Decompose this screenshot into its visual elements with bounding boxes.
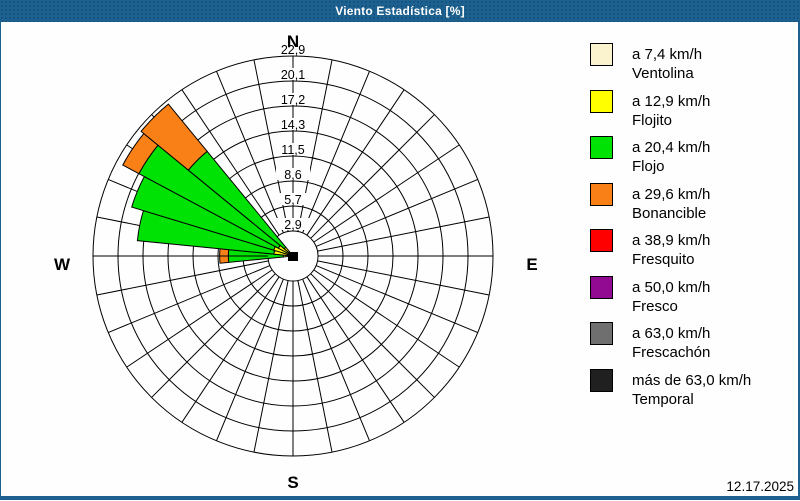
- ring-label: 8,6: [284, 168, 301, 182]
- grid-spoke: [311, 274, 435, 398]
- legend-name: Fresco: [632, 297, 710, 316]
- legend-item-ventolina: a 7,4 km/h Ventolina: [590, 43, 790, 90]
- legend-speed: a 38,9 km/h: [632, 231, 710, 250]
- legend-speed: a 50,0 km/h: [632, 278, 710, 297]
- legend-item-fresquito: a 38,9 km/h Fresquito: [590, 229, 790, 276]
- grid-spoke: [316, 179, 478, 246]
- grid-spoke: [311, 115, 435, 239]
- ring-label: 14,3: [281, 118, 305, 132]
- bonancible-color-swatch: [590, 183, 613, 206]
- ventolina-color-swatch: [590, 43, 613, 66]
- legend-item-flojo: a 20,4 km/h Flojo: [590, 136, 790, 183]
- grid-spoke: [216, 279, 283, 441]
- grid-spoke: [303, 71, 370, 233]
- grid-spoke: [316, 266, 478, 333]
- legend-name: Frescachón: [632, 343, 710, 362]
- legend-item-fresco: a 50,0 km/h Fresco: [590, 276, 790, 323]
- legend: a 7,4 km/h Ventolina a 12,9 km/h Flojito…: [590, 43, 790, 415]
- cardinal-label-N: N: [287, 32, 299, 51]
- grid-spoke: [303, 279, 370, 441]
- legend-item-temporal: más de 63,0 km/h Temporal: [590, 369, 790, 416]
- legend-speed: a 20,4 km/h: [632, 138, 710, 157]
- window-title: Viento Estadística [%]: [335, 4, 465, 18]
- grid-spoke: [152, 274, 276, 398]
- frescachon-color-swatch: [590, 322, 613, 345]
- legend-speed: a 12,9 km/h: [632, 92, 710, 111]
- legend-name: Bonancible: [632, 204, 710, 223]
- ring-label: 5,7: [284, 193, 301, 207]
- ring-label: 11,5: [281, 143, 304, 157]
- legend-name: Fresquito: [632, 250, 710, 269]
- legend-item-flojito: a 12,9 km/h Flojito: [590, 90, 790, 137]
- legend-item-bonancible: a 29,6 km/h Bonancible: [590, 183, 790, 230]
- legend-speed: a 63,0 km/h: [632, 324, 710, 343]
- legend-speed: a 29,6 km/h: [632, 185, 710, 204]
- grid-spoke: [108, 266, 270, 333]
- ring-label: 17,2: [281, 93, 305, 107]
- cardinal-label-E: E: [526, 255, 537, 274]
- temporal-color-swatch: [590, 369, 613, 392]
- window-titlebar[interactable]: Viento Estadística [%]: [0, 0, 800, 22]
- legend-name: Flojo: [632, 157, 710, 176]
- ring-label: 2,9: [284, 218, 301, 232]
- ring-label: 20,1: [281, 68, 305, 82]
- legend-speed: más de 63,0 km/h: [632, 371, 751, 390]
- flojito-color-swatch: [590, 90, 613, 113]
- fresquito-color-swatch: [590, 229, 613, 252]
- legend-name: Flojito: [632, 111, 710, 130]
- window-statusbar: [0, 496, 800, 500]
- legend-name: Ventolina: [632, 64, 702, 83]
- date-text: 12.17.2025: [726, 479, 794, 494]
- legend-name: Temporal: [632, 390, 751, 409]
- legend-speed: a 7,4 km/h: [632, 45, 702, 64]
- center-marker: [288, 252, 298, 261]
- fresco-color-swatch: [590, 276, 613, 299]
- flojo-color-swatch: [590, 136, 613, 159]
- cardinal-label-S: S: [287, 473, 298, 492]
- legend-item-frescachon: a 63,0 km/h Frescachón: [590, 322, 790, 369]
- cardinal-label-W: W: [54, 255, 71, 274]
